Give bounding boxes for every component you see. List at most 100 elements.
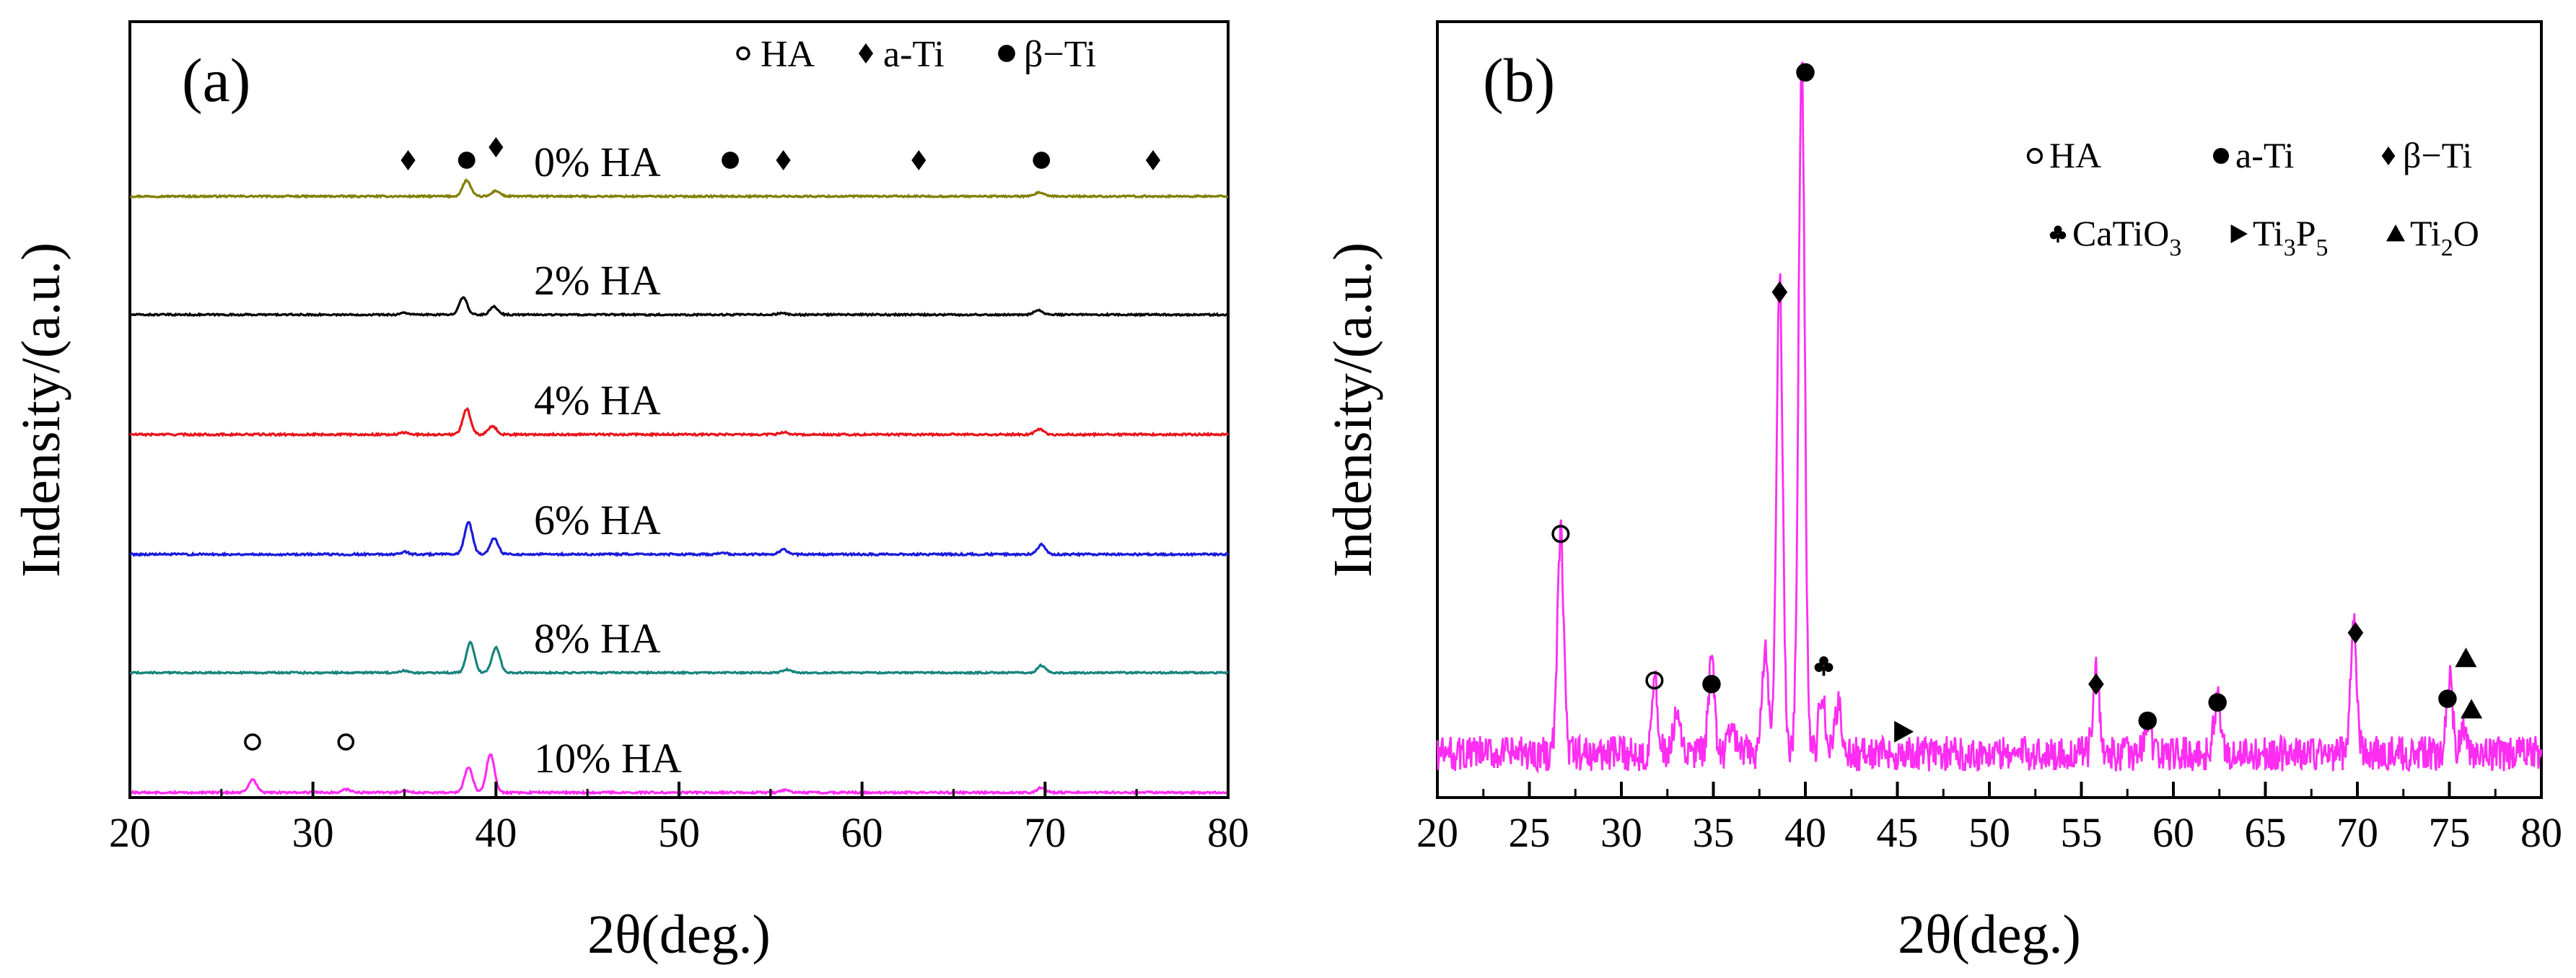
- legend-symbol-diamond: [858, 43, 874, 64]
- peak-marker-diamond: [1771, 281, 1788, 303]
- panel-b-tick-label: 50: [1968, 809, 2010, 856]
- legend-label-main: O: [2453, 213, 2479, 253]
- panel-b-x-ticks: 20 25 30 35 40 45 50 55 60 65 70 75 80: [1416, 782, 2562, 856]
- panel-a-x-ticks: 20 30 40 50 60 70 80: [109, 782, 1249, 856]
- panel-b-label: (b): [1483, 45, 1555, 115]
- panel-a-frame: [128, 20, 1230, 799]
- club-leaf: [2049, 231, 2058, 240]
- legend-symbol-diamond: [2381, 147, 2396, 165]
- series-label-4: 8% HA: [534, 615, 661, 662]
- peak-marker-triangle-right: [1894, 720, 1914, 743]
- series-label-3: 6% HA: [534, 497, 661, 543]
- legend-symbol-circle-open: [2026, 147, 2043, 165]
- legend-symbol-circle-filled: [2212, 147, 2230, 165]
- peak-marker-diamond: [2088, 673, 2104, 695]
- panel-b-tick-label: 70: [2336, 809, 2378, 856]
- series-label-0: 0% HA: [534, 139, 661, 185]
- panel-a-label: (a): [182, 45, 250, 115]
- legend-subscript: 2: [2441, 235, 2453, 261]
- legend-label: Ti3P5: [2253, 213, 2329, 261]
- club-stem: [2056, 234, 2059, 243]
- panel-a-tick-label: 20: [109, 809, 151, 856]
- panel-a-x-axis-title: 2θ(deg.): [587, 904, 771, 965]
- peak-marker-circle-filled: [1702, 675, 1721, 694]
- peak-marker-circle-filled: [457, 152, 476, 169]
- panel-b-tick-label: 60: [2152, 809, 2194, 856]
- peak-marker-circle-open: [244, 733, 261, 751]
- peak-marker-circle-filled: [1033, 152, 1051, 169]
- panel-a-legend: HA a-Ti β−Ti: [736, 34, 1096, 75]
- panel-b-tick-label: 55: [2061, 809, 2103, 856]
- club-leaf: [1823, 663, 1834, 672]
- panel-a-plot-area: 0% HA 2% HA 4% HA 6% HA 8% HA 10% HA: [128, 137, 1230, 796]
- peak-marker-club: [1814, 656, 1834, 676]
- club-leaf: [2058, 231, 2067, 240]
- legend-label-main: HA: [2049, 135, 2101, 175]
- series-label-1: 2% HA: [534, 257, 661, 304]
- panel-b-tick-label: 35: [1693, 809, 1735, 856]
- peak-marker-diamond: [400, 150, 416, 170]
- peak-marker-circle-filled: [2208, 693, 2227, 712]
- legend-label: β−Ti: [2403, 135, 2472, 175]
- legend-symbol-circle-filled: [998, 45, 1015, 62]
- peak-marker-diamond: [489, 137, 504, 157]
- peak-marker-diamond: [1145, 150, 1161, 170]
- panel-b: 20 25 30 35 40 45 50 55 60 65 70 75 80 (b) HA a-Ti β−T…: [1323, 20, 2562, 965]
- panel-b-tick-label: 65: [2245, 809, 2287, 856]
- panel-a-tick-label: 70: [1024, 809, 1066, 856]
- series-label-5: 10% HA: [534, 735, 682, 782]
- peak-marker-diamond: [2347, 621, 2364, 644]
- peak-marker-circle-filled: [2438, 689, 2457, 708]
- peak-marker-circle-filled: [2138, 711, 2157, 730]
- legend-label: β−Ti: [1024, 34, 1096, 75]
- panel-b-tick-label: 30: [1600, 809, 1642, 856]
- legend-label: HA: [2049, 135, 2101, 175]
- peak-marker-triangle-up: [2455, 647, 2477, 668]
- panel-b-tick-label: 45: [1877, 809, 1919, 856]
- panel-b-tick-label: 80: [2520, 809, 2562, 856]
- club-leaf: [2054, 225, 2062, 234]
- panel-a-tick-label: 60: [841, 809, 883, 856]
- series-line-1: [128, 296, 1230, 318]
- peak-marker-circle-filled: [722, 152, 739, 169]
- series-line: [1436, 61, 2543, 774]
- club-leaf: [1814, 663, 1824, 672]
- legend-symbol-circle-open: [736, 46, 750, 61]
- peak-marker-circle-open: [337, 733, 355, 751]
- legend-label: a-Ti: [883, 34, 945, 75]
- legend-label-main: CaTiO: [2072, 213, 2169, 253]
- peak-marker-diamond: [776, 150, 791, 170]
- legend-symbol-triangle-right: [2230, 224, 2248, 243]
- peak-marker-circle-open: [1645, 671, 1664, 690]
- legend-label-main: Ti: [2410, 213, 2441, 253]
- legend-label-main: P: [2296, 213, 2316, 253]
- series-line-2: [129, 406, 1230, 438]
- panel-a: 0% HA 2% HA 4% HA 6% HA 8% HA 10% HA 20 30 40 50…: [11, 20, 1249, 965]
- panel-b-tick-label: 20: [1416, 809, 1458, 856]
- legend-symbol-club: [2049, 225, 2067, 243]
- panel-a-tick-label: 50: [658, 809, 700, 856]
- legend-label: Ti2O: [2410, 213, 2479, 261]
- series-label-2: 4% HA: [534, 377, 661, 424]
- series-line-0: [129, 178, 1229, 199]
- peak-marker-circle-open: [1551, 525, 1570, 543]
- series-line-3: [129, 520, 1230, 558]
- panel-b-plot-area: [1436, 61, 2543, 774]
- legend-label: CaTiO3: [2072, 213, 2181, 261]
- panel-a-y-axis-title: Indensity/(a.u.): [11, 243, 71, 577]
- panel-a-tick-label: 30: [292, 809, 334, 856]
- panel-b-y-axis-title: Indensity/(a.u.): [1323, 243, 1383, 577]
- legend-subscript: 3: [2169, 235, 2181, 261]
- legend-label: a-Ti: [2235, 135, 2295, 175]
- club-stem: [1822, 665, 1826, 676]
- peak-marker-triangle-up: [2461, 699, 2483, 719]
- panel-b-tick-label: 75: [2429, 809, 2471, 856]
- panel-b-tick-label: 40: [1784, 809, 1826, 856]
- legend-label-main: a-Ti: [2235, 135, 2295, 175]
- legend-label-main: Ti: [2253, 213, 2284, 253]
- legend-subscript: 3: [2284, 235, 2296, 261]
- panel-b-x-axis-title: 2θ(deg.): [1898, 904, 2081, 965]
- peak-marker-diamond: [911, 150, 926, 170]
